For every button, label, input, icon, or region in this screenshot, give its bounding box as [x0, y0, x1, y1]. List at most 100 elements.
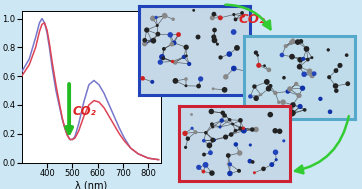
Point — [281, 76, 287, 79]
Point — [183, 84, 189, 87]
Point — [240, 14, 246, 17]
Point — [209, 123, 215, 126]
Point — [209, 110, 214, 113]
Point — [233, 143, 239, 146]
Point — [327, 110, 333, 113]
Point — [218, 16, 223, 19]
Point — [277, 130, 283, 133]
Point — [290, 39, 296, 42]
Point — [297, 65, 303, 68]
Point — [230, 122, 236, 125]
Point — [212, 39, 218, 42]
Point — [142, 42, 147, 45]
Point — [285, 90, 291, 93]
Point — [304, 47, 310, 50]
Point — [227, 163, 233, 166]
Point — [201, 139, 207, 142]
Point — [140, 77, 146, 80]
Point — [153, 16, 159, 19]
Point — [195, 36, 201, 39]
Point — [189, 127, 195, 130]
Point — [215, 43, 220, 46]
Text: CO₂: CO₂ — [238, 13, 265, 26]
Point — [162, 14, 168, 17]
Point — [237, 119, 243, 122]
Point — [239, 11, 245, 14]
Point — [302, 108, 308, 111]
Point — [223, 136, 228, 139]
Point — [154, 24, 160, 27]
Point — [142, 39, 148, 42]
Point — [151, 39, 156, 42]
Point — [289, 41, 294, 44]
Point — [203, 163, 209, 166]
Point — [344, 54, 350, 57]
Point — [252, 85, 257, 88]
Point — [198, 77, 203, 81]
Point — [227, 172, 233, 175]
Point — [297, 105, 303, 108]
Point — [309, 56, 315, 59]
Point — [268, 84, 273, 88]
Point — [173, 79, 178, 82]
Point — [144, 29, 150, 32]
Point — [171, 41, 177, 44]
Point — [262, 64, 268, 67]
Point — [293, 82, 299, 85]
Point — [281, 139, 287, 142]
Point — [276, 101, 282, 104]
Point — [233, 129, 239, 132]
Point — [240, 127, 246, 130]
Point — [309, 74, 315, 77]
Point — [181, 55, 187, 58]
Point — [325, 48, 331, 51]
Point — [196, 84, 202, 88]
Point — [307, 70, 312, 73]
Point — [193, 131, 198, 134]
Point — [226, 53, 232, 56]
Point — [228, 133, 234, 136]
Point — [182, 132, 188, 135]
Point — [247, 160, 253, 163]
Point — [250, 160, 256, 163]
Point — [219, 119, 225, 122]
Point — [269, 163, 275, 166]
Point — [247, 143, 253, 146]
Point — [143, 42, 148, 45]
Point — [345, 82, 351, 85]
Point — [159, 55, 165, 58]
Point — [203, 131, 209, 134]
Point — [333, 89, 339, 92]
Point — [231, 30, 236, 33]
Point — [211, 36, 217, 39]
Point — [241, 129, 247, 132]
Point — [220, 111, 226, 114]
Point — [209, 172, 215, 175]
Point — [184, 54, 189, 57]
Point — [210, 139, 216, 142]
Point — [258, 93, 264, 96]
Point — [226, 154, 231, 157]
Point — [268, 113, 273, 116]
Point — [231, 67, 237, 70]
Point — [268, 112, 274, 115]
Point — [207, 151, 213, 154]
Point — [210, 125, 216, 128]
Point — [183, 77, 189, 81]
Point — [211, 13, 217, 16]
Point — [196, 166, 202, 169]
Point — [150, 17, 156, 20]
Point — [290, 111, 296, 114]
Point — [289, 55, 295, 58]
Point — [236, 169, 242, 172]
Point — [185, 137, 191, 140]
Point — [231, 13, 237, 16]
Point — [212, 29, 218, 32]
Point — [273, 151, 278, 154]
Point — [191, 9, 197, 12]
Point — [211, 139, 217, 142]
Point — [317, 97, 323, 100]
Point — [259, 110, 265, 113]
Point — [170, 18, 176, 21]
Point — [273, 91, 278, 94]
